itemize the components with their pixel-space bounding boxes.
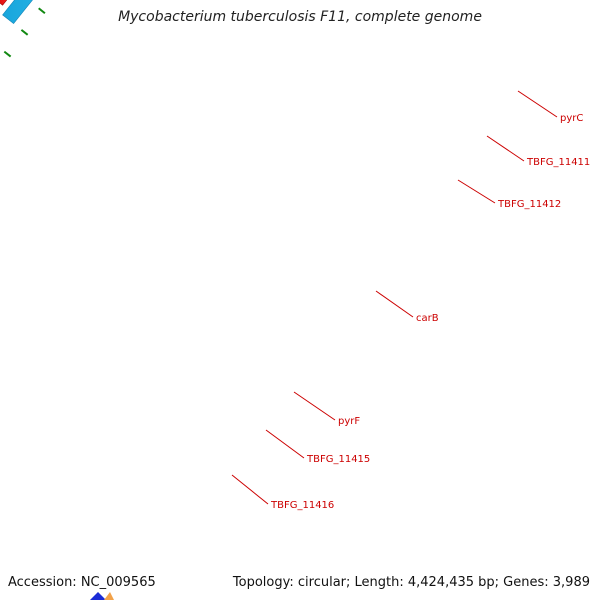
bottom-features: [90, 592, 114, 600]
inner-tick-ring: [3, 7, 46, 58]
gene-label: TBFG_11411: [526, 157, 590, 168]
label-leaders: [231, 90, 558, 505]
gene-label: pyrC: [560, 113, 583, 124]
gene-label: TBFG_11416: [270, 500, 334, 511]
gene-label: carB: [416, 313, 439, 324]
gene-label: TBFG_11415: [306, 454, 370, 465]
leader-line: [517, 90, 558, 118]
map-title: Mycobacterium tuberculosis F11, complete…: [118, 9, 482, 25]
orange-feature-marker: [104, 592, 114, 600]
forward-cds-track: [0, 0, 8, 6]
inner-tick: [20, 29, 29, 36]
leader-line: [265, 429, 305, 459]
inner-tick: [3, 50, 12, 58]
leader-line: [231, 474, 269, 505]
topology-summary: Topology: circular; Length: 4,424,435 bp…: [232, 575, 590, 590]
gene-label: pyrF: [338, 416, 360, 427]
accession-label: Accession: NC_009565: [8, 575, 156, 590]
gene-track: [2, 0, 33, 25]
forward-cds: [0, 0, 8, 6]
inner-tick: [38, 7, 46, 15]
genome-backbone: [0, 0, 519, 568]
leader-line: [486, 135, 525, 162]
outer-scale-dots: [0, 0, 485, 547]
gene-feature: [2, 0, 33, 25]
gene-labels: pyrC TBFG_11411 TBFG_11412 carB pyrF TBFG_114…: [270, 113, 590, 511]
leader-line: [457, 179, 496, 204]
gene-label: TBFG_11412: [497, 199, 561, 210]
leader-line: [293, 391, 336, 421]
leader-line: [375, 290, 414, 318]
blue-feature-marker: [90, 592, 106, 600]
